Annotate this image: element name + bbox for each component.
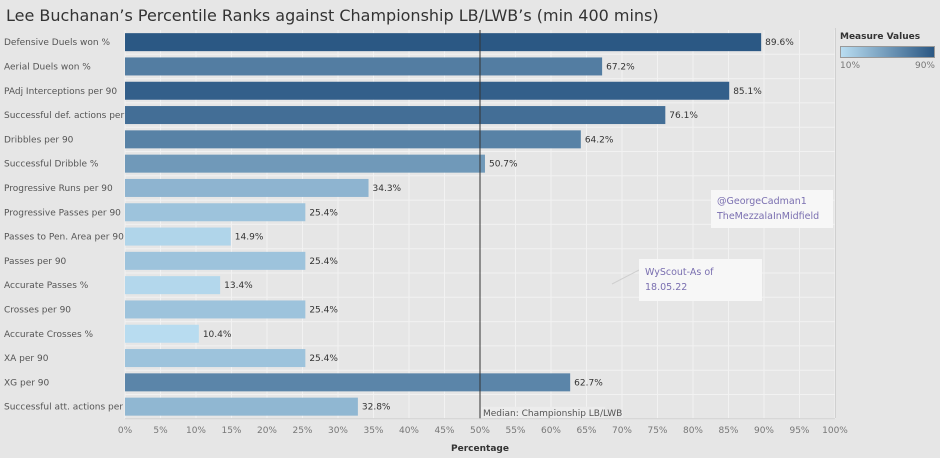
x-tick-label: 20% <box>257 426 277 436</box>
x-tick-label: 95% <box>789 426 809 436</box>
bar <box>125 154 485 173</box>
value-label: 67.2% <box>606 62 635 72</box>
x-tick-label: 50% <box>470 426 490 436</box>
category-label: Crosses per 90 <box>4 305 71 315</box>
legend-min-label: 10% <box>840 61 861 71</box>
legend-title: Measure Values <box>840 32 921 42</box>
x-tick-label: 5% <box>153 426 168 436</box>
bar <box>125 251 306 270</box>
x-tick-label: 0% <box>118 426 133 436</box>
bar <box>125 33 762 52</box>
value-label: 76.1% <box>669 111 698 121</box>
x-tick-label: 55% <box>505 426 525 436</box>
credit-handle: @GeorgeCadman1 <box>717 196 807 207</box>
value-label: 14.9% <box>235 233 264 243</box>
category-label: Successful att. actions per 90 <box>4 403 138 413</box>
annotation-pointer <box>611 269 640 285</box>
value-label: 34.3% <box>373 184 402 194</box>
median-label: Median: Championship LB/LWB <box>483 409 622 419</box>
bar <box>125 300 306 319</box>
color-legend: Measure Values 10% 90% <box>840 32 936 71</box>
credit-annotation: @GeorgeCadman1 TheMezzalaInMidfield <box>711 190 833 228</box>
value-label: 64.2% <box>585 135 614 145</box>
source-annotation: WyScout-As of 18.05.22 <box>639 259 762 301</box>
bar <box>125 276 221 295</box>
x-tick-label: 15% <box>221 426 241 436</box>
x-tick-label: 70% <box>612 426 632 436</box>
category-label: Successful Dribble % <box>4 160 99 170</box>
category-label: XG per 90 <box>4 378 50 388</box>
value-label: 25.4% <box>309 305 338 315</box>
value-label: 62.7% <box>574 378 603 388</box>
bar <box>125 227 231 246</box>
bar <box>125 397 358 416</box>
category-label: Aerial Duels won % <box>4 62 91 72</box>
bar <box>125 57 603 76</box>
value-label: 85.1% <box>733 87 762 97</box>
x-tick-label: 25% <box>292 426 312 436</box>
x-tick-label: 100% <box>822 426 848 436</box>
legend-max-label: 90% <box>914 61 935 71</box>
value-label: 32.8% <box>362 403 391 413</box>
x-tick-label: 30% <box>328 426 348 436</box>
value-label: 13.4% <box>224 281 253 291</box>
bar <box>125 203 306 222</box>
x-tick-label: 35% <box>363 426 383 436</box>
x-tick-label: 80% <box>683 426 703 436</box>
bar <box>125 324 199 343</box>
value-label: 50.7% <box>489 160 518 170</box>
credit-site: TheMezzalaInMidfield <box>717 211 820 222</box>
x-tick-label: 90% <box>754 426 774 436</box>
category-label: XA per 90 <box>4 354 49 364</box>
category-label: PAdj Interceptions per 90 <box>4 87 117 97</box>
chart-title: Lee Buchanan’s Percentile Ranks against … <box>6 6 659 25</box>
category-label: Accurate Crosses % <box>4 330 93 340</box>
bar <box>125 178 369 197</box>
value-label: 25.4% <box>309 354 338 364</box>
x-tick-label: 60% <box>541 426 561 436</box>
bar <box>125 106 666 125</box>
x-tick-label: 45% <box>434 426 454 436</box>
category-label: Passes per 90 <box>4 257 67 267</box>
median-label-bg <box>481 406 605 419</box>
category-label: Dribbles per 90 <box>4 135 74 145</box>
legend-gradient <box>840 46 935 58</box>
x-tick-label: 65% <box>576 426 596 436</box>
value-label: 10.4% <box>203 330 232 340</box>
category-label: Successful def. actions per 90 <box>4 111 139 121</box>
category-label: Progressive Runs per 90 <box>4 184 113 194</box>
x-tick-label: 75% <box>647 426 667 436</box>
value-label: 25.4% <box>309 208 338 218</box>
bar <box>125 81 730 100</box>
value-label: 25.4% <box>309 257 338 267</box>
value-label: 89.6% <box>765 38 794 48</box>
bar <box>125 349 306 368</box>
x-tick-label: 40% <box>399 426 419 436</box>
divider <box>835 28 836 418</box>
category-label: Progressive Passes per 90 <box>4 208 121 218</box>
category-label: Passes to Pen. Area per 90 <box>4 233 124 243</box>
x-axis-title: Percentage <box>451 444 509 454</box>
category-label: Accurate Passes % <box>4 281 89 291</box>
category-label: Defensive Duels won % <box>4 38 110 48</box>
bar <box>125 130 581 149</box>
bar <box>125 373 571 392</box>
x-tick-label: 10% <box>186 426 206 436</box>
x-tick-label: 85% <box>718 426 738 436</box>
